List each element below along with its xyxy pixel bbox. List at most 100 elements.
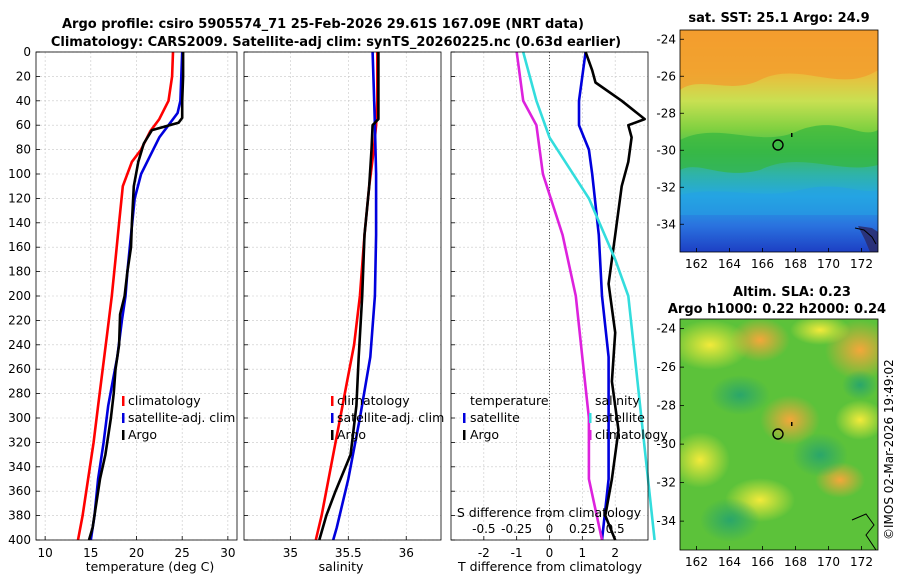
sst-cool-band xyxy=(680,186,878,215)
series-line-t-satellite xyxy=(577,51,610,541)
series-line-s-satellite xyxy=(521,51,656,541)
difference-legend-salinity: salinity satellite climatology xyxy=(589,393,668,442)
legend-label-climatology: climatology xyxy=(337,393,410,408)
series-line-s-climatology xyxy=(515,51,604,541)
salinity-panel: 35 35.5 36 xyxy=(243,51,442,560)
sla-coastline xyxy=(851,513,877,550)
map-x-tick-label: 168 xyxy=(784,257,807,271)
sla-low-patch xyxy=(842,370,878,400)
y-tick-label: 140 xyxy=(8,216,31,230)
map-x-tick-label: 164 xyxy=(718,257,741,271)
plot-frame xyxy=(450,51,649,541)
salinity-legend: climatology satellite-adj. clim Argo xyxy=(331,393,444,442)
legend-label-argo: Argo xyxy=(128,427,157,442)
s-tick-label: 0 xyxy=(546,522,554,536)
legend-title-salinity: salinity xyxy=(595,393,640,408)
legend-label-argo: Argo xyxy=(337,427,366,442)
map-y-tick-label: -30 xyxy=(656,143,676,157)
s-tick-label: -0.25 xyxy=(501,522,532,536)
figure-title-line1: Argo profile: csiro 5905574_71 25-Feb-20… xyxy=(62,17,584,32)
y-tick-label: 160 xyxy=(8,240,31,254)
y-tick-label: 280 xyxy=(8,387,31,401)
sst-map-frame xyxy=(679,29,879,253)
temperature-xlabel: temperature (deg C) xyxy=(86,559,215,574)
x-tick-label: -2 xyxy=(478,546,490,560)
y-tick-label: 120 xyxy=(8,191,31,205)
x-tick-label: 36 xyxy=(399,546,414,560)
y-tick-label: 260 xyxy=(8,362,31,376)
y-tick-label: 180 xyxy=(8,265,31,279)
sla-low-patch xyxy=(700,498,760,542)
x-tick-label: 2 xyxy=(611,546,619,560)
series-line-climatology xyxy=(76,51,175,541)
temperature-panel: 0 20 40 60 80 100 120 140 160 180 200 220 240 260 280 3… xyxy=(8,45,238,560)
sla-map-ticks: 162 164 166 168 170 172 -24 -26 -28 -30 -32 -34 xyxy=(656,322,873,569)
sst-coastline xyxy=(854,227,877,245)
x-tick-label: 35.5 xyxy=(335,546,362,560)
map-y-tick-label: -34 xyxy=(656,217,676,231)
y-tick-label: 80 xyxy=(16,143,31,157)
sla-high-patch xyxy=(790,319,850,345)
map-y-tick-label: -26 xyxy=(656,360,676,374)
map-y-tick-label: -32 xyxy=(656,180,676,194)
map-x-tick-label: 172 xyxy=(850,257,873,271)
plot-frame xyxy=(243,51,442,541)
series-line-argo xyxy=(318,52,380,541)
map-y-tick-label: -24 xyxy=(656,32,676,46)
legend-label-satellite-adj: satellite-adj. clim xyxy=(128,410,235,425)
legend-label-s-satellite: satellite xyxy=(595,410,645,425)
sla-high-patch xyxy=(835,400,878,440)
legend-swatch-argo xyxy=(331,430,334,440)
credit-text: ©IMOS 02-Mar-2026 19:49:02 xyxy=(882,359,896,540)
y-tick-label: 360 xyxy=(8,484,31,498)
map-y-tick-label: -34 xyxy=(656,514,676,528)
sla-map xyxy=(680,319,878,550)
sst-tick-marker xyxy=(791,133,793,137)
y-tick-label: 20 xyxy=(16,69,31,83)
map-y-tick-label: -32 xyxy=(656,476,676,490)
map-x-tick-label: 170 xyxy=(817,555,840,569)
series-line-argo xyxy=(87,52,185,541)
map-y-tick-label: -28 xyxy=(656,399,676,413)
s-difference-xlabel: S difference from climatology xyxy=(457,505,642,520)
x-tick-label: 20 xyxy=(129,546,144,560)
x-tick-label: 35 xyxy=(283,546,298,560)
s-tick-label: 0.25 xyxy=(569,522,596,536)
map-y-tick-label: -30 xyxy=(656,437,676,451)
plot-frame xyxy=(35,51,238,541)
sla-low-patch xyxy=(710,375,770,415)
y-tick-label: 340 xyxy=(8,460,31,474)
sla-low-patch xyxy=(792,433,848,477)
legend-swatch-climatology xyxy=(331,396,334,406)
legend-label-s-climatology: climatology xyxy=(595,427,668,442)
sla-high-patch xyxy=(730,319,790,362)
legend-title-temperature: temperature xyxy=(470,393,549,408)
x-tick-label: 30 xyxy=(220,546,235,560)
map-x-tick-label: 172 xyxy=(850,555,873,569)
sst-profile-marker xyxy=(772,139,784,151)
x-tick-label: 0 xyxy=(546,546,554,560)
map-x-tick-label: 164 xyxy=(718,555,741,569)
legend-label-climatology: climatology xyxy=(128,393,201,408)
difference-panel: -2 -1 0 1 2-0.5 -0.25 0 0.25 0.5 xyxy=(450,51,656,560)
map-x-tick-label: 168 xyxy=(784,555,807,569)
y-tick-label: 380 xyxy=(8,509,31,523)
sla-high-patch xyxy=(760,395,820,445)
sla-map-title-line2: Argo h1000: 0.22 h2000: 0.24 xyxy=(668,302,886,317)
sla-high-patch xyxy=(680,432,730,488)
legend-label-t-argo: Argo xyxy=(470,427,499,442)
x-tick-label: 25 xyxy=(175,546,190,560)
sst-map-ticks: 162 164 166 168 170 172 -24 -26 -28 -30 -32 -34 xyxy=(656,32,873,271)
legend-swatch-t-satellite xyxy=(463,413,466,423)
legend-label-satellite-adj: satellite-adj. clim xyxy=(337,410,444,425)
salinity-xlabel: salinity xyxy=(319,559,364,574)
sla-map-title-line1: Altim. SLA: 0.23 xyxy=(733,285,851,300)
difference-legend-temperature: temperature satellite Argo xyxy=(463,393,549,442)
x-tick-label: 10 xyxy=(37,546,52,560)
map-y-tick-label: -28 xyxy=(656,106,676,120)
x-tick-label: 15 xyxy=(83,546,98,560)
legend-swatch-climatology xyxy=(122,396,125,406)
s-tick-label: -0.5 xyxy=(472,522,495,536)
legend-swatch-s-satellite xyxy=(589,413,592,423)
